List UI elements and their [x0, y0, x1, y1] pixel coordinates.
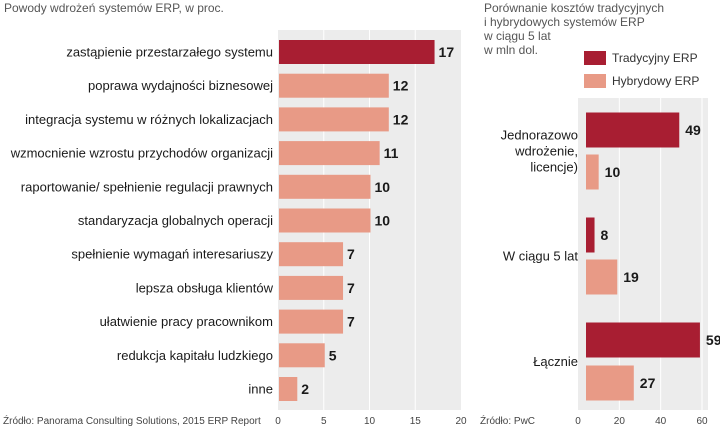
left-bar: [279, 107, 389, 132]
right-x-tick-label: 0: [575, 416, 581, 427]
legend-label: Tradycyjny ERP: [612, 51, 698, 65]
right-x-tick-label: 60: [696, 416, 708, 427]
right-bar: [586, 365, 634, 401]
legend-label: Hybrydowy ERP: [612, 74, 699, 88]
left-value-label: 11: [384, 145, 399, 161]
right-chart-title-line: w mln dol.: [483, 43, 538, 57]
left-category-label: standaryzacja globalnych operacji: [78, 213, 273, 228]
right-category-label: wdrożenie,: [514, 144, 578, 159]
left-bar: [279, 174, 371, 199]
right-chart-title-line: i hybrydowych systemów ERP: [484, 15, 645, 29]
legend-swatch: [584, 74, 606, 88]
left-bar: [279, 275, 344, 300]
left-category-label: raportowanie/ spełnienie regulacji prawn…: [21, 179, 273, 194]
left-chart: Powody wdrożeń systemów ERP, w proc. zas…: [3, 1, 467, 427]
left-category-label: wzmocnienie wzrostu przychodów organizac…: [10, 146, 273, 161]
right-chart-title-line: w ciągu 5 lat: [483, 29, 551, 43]
right-bar: [586, 322, 700, 358]
left-x-tick-label: 0: [275, 416, 281, 427]
left-value-label: 17: [439, 44, 455, 60]
left-category-label: spełnienie wymagań interesariuszy: [71, 247, 273, 262]
left-category-label: redukcja kapitału ludzkiego: [117, 348, 273, 363]
left-x-tick-label: 5: [321, 416, 327, 427]
right-bar: [586, 154, 599, 190]
left-value-label: 10: [375, 213, 391, 229]
left-bar: [279, 343, 325, 368]
left-category-label: integracja systemu w różnych lokalizacja…: [25, 112, 273, 127]
left-category-label: poprawa wydajności biznesowej: [88, 78, 273, 93]
right-category-label: Jednorazowo: [501, 128, 578, 143]
left-bar: [279, 73, 389, 98]
left-value-label: 12: [393, 78, 409, 94]
right-bar: [586, 259, 618, 295]
right-chart-source: Źródło: PwC: [480, 414, 535, 427]
right-category-label: licencje): [530, 160, 578, 175]
left-value-label: 7: [347, 246, 355, 262]
left-bar: [279, 141, 380, 166]
legend-swatch: [584, 51, 606, 65]
right-value-label: 27: [640, 375, 656, 391]
left-value-label: 10: [375, 179, 391, 195]
right-category-label: W ciągu 5 lat: [503, 249, 579, 264]
left-category-label: zastąpienie przestarzałego systemu: [66, 45, 273, 60]
right-plot-area: [578, 98, 708, 410]
left-chart-source: Źródło: Panorama Consulting Solutions, 2…: [3, 414, 261, 427]
left-value-label: 12: [393, 111, 409, 127]
right-value-label: 8: [601, 227, 609, 243]
right-value-label: 19: [623, 269, 639, 285]
right-chart-title-line: Porównanie kosztów tradycyjnych: [484, 1, 664, 15]
right-value-label: 10: [605, 164, 621, 180]
left-bar: [279, 208, 371, 233]
left-bar: [279, 40, 435, 64]
left-value-label: 7: [347, 314, 355, 330]
left-bar: [279, 309, 344, 334]
left-bar: [279, 242, 344, 267]
left-x-tick-label: 10: [364, 416, 376, 427]
left-chart-title: Powody wdrożeń systemów ERP, w proc.: [4, 1, 224, 15]
right-value-label: 49: [685, 122, 701, 138]
left-category-label: lepsza obsługa klientów: [136, 280, 274, 295]
right-x-tick-label: 20: [614, 416, 626, 427]
left-value-label: 7: [347, 280, 355, 296]
left-value-label: 5: [329, 347, 337, 363]
left-value-label: 2: [301, 381, 309, 397]
right-bar: [586, 112, 680, 148]
right-x-tick-label: 40: [655, 416, 667, 427]
right-value-label: 59: [706, 332, 720, 348]
left-category-label: ułatwienie pracy pracownikom: [100, 314, 273, 329]
left-x-tick-label: 15: [410, 416, 422, 427]
left-category-label: inne: [248, 382, 273, 397]
right-bar: [586, 217, 595, 253]
left-x-tick-label: 20: [455, 416, 467, 427]
right-category-label: Łącznie: [533, 354, 578, 369]
left-bar: [279, 377, 298, 401]
